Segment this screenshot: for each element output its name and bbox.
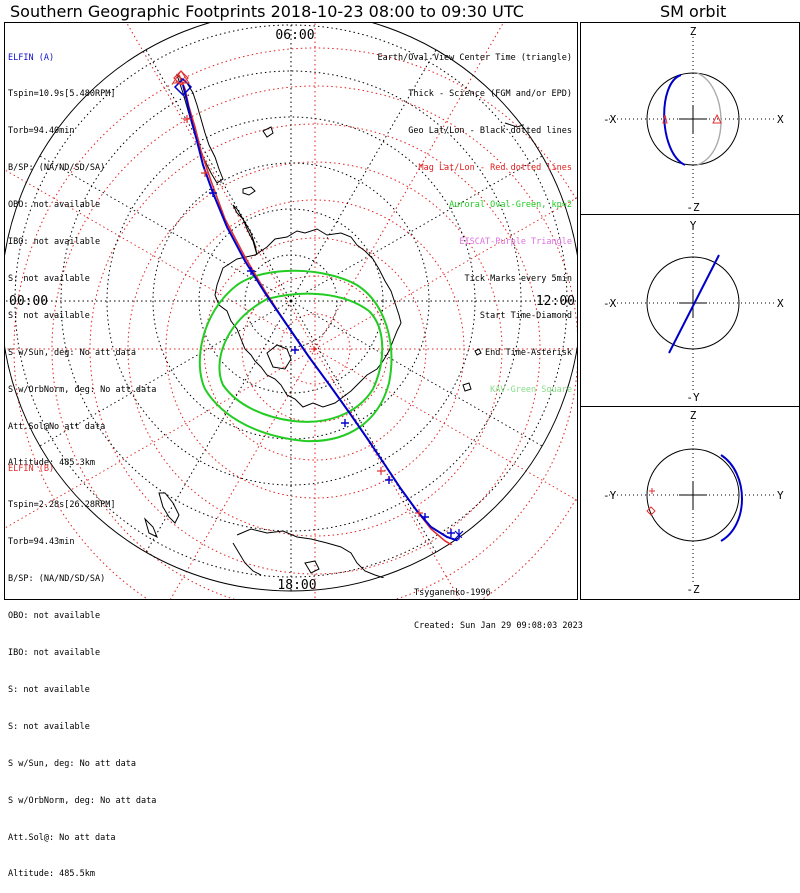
mag-pole-marker (311, 346, 317, 352)
tasmania (304, 560, 320, 574)
orbit-yz-top: Z (690, 409, 697, 422)
page-title: Southern Geographic Footprints 2018-10-2… (10, 2, 524, 21)
orbit-panel-xz: Z -Z -X X (580, 22, 800, 216)
elfin-b-line: Altitude: 485.5km (8, 869, 95, 880)
geo-lon-line (144, 47, 292, 302)
legend-item: Auroral Oval-Green, kp=2 (449, 200, 572, 211)
orbit-panel-xy: Y -Y -X X (580, 214, 800, 408)
elfin-a-line: B/SP: (NA/ND/SD/SA) (8, 163, 106, 174)
elfin-b-line: S: not available (8, 684, 90, 695)
clock-label-bottom: 18:00 (277, 578, 316, 593)
elfin-b-tick-marks (183, 115, 423, 517)
end-time-asterisk (454, 529, 464, 541)
legend-item: EISCAT-Purple Triangle (459, 237, 572, 248)
orbit-xy-left: -X (603, 297, 617, 310)
mag-lat-circle (203, 237, 427, 461)
orbit-xz-top: Z (690, 25, 697, 38)
sm-orbit-title: SM orbit (660, 2, 727, 21)
geo-lon-line (37, 300, 292, 448)
elfin-b-line: B/SP: (NA/ND/SD/SA) (8, 574, 106, 585)
elfin-a-line: OBO: not available (8, 200, 101, 211)
geo-lon-line (144, 300, 292, 555)
elfin-b-line: Tspin=2.28s[26.28RPM] (8, 500, 116, 511)
view-center-triangle (172, 70, 190, 84)
credit: Tsyganenko-1996 Created: Sun Jan 29 09:0… (414, 566, 583, 643)
legend-item: Earth/Oval View Center Time (triangle) (377, 52, 572, 63)
orbit-xy-bottom: -Y (686, 391, 700, 404)
south-america-coastline (175, 73, 224, 184)
elfin-a-info: ELFIN (A) Tspin=10.9s[5.480RPM] Torb=94.… (8, 27, 156, 482)
geo-lon-line (290, 300, 438, 555)
elfin-a-line: S w/OrbNorm, deg: No att data (8, 384, 157, 395)
elfin-a-tick-marks (209, 189, 455, 537)
orbit-xz-left: -X (603, 113, 617, 126)
map-boundary (5, 23, 577, 592)
clock-label-left: 00:00 (9, 294, 48, 309)
legend-item: End Time-Asterisk (485, 347, 572, 358)
geo-lat-circle (198, 208, 384, 394)
clock-label-right: 12:00 (536, 294, 575, 309)
orbit-xz-bottom: -Z (686, 201, 700, 214)
elfin-a-line: S w/Sun, deg: No att data (8, 347, 136, 358)
ice-shelf (266, 344, 292, 370)
south-georgia (262, 126, 274, 138)
elfin-a-line: Torb=94.40min (8, 126, 75, 137)
auroral-oval-inner (218, 292, 384, 423)
orbit-panel-yz: Z -Z -Y Y (580, 406, 800, 600)
elfin-a-line: Tspin=10.9s[5.480RPM] (8, 89, 116, 100)
mag-lat-circle (51, 85, 577, 599)
geo-lon-line (290, 47, 438, 302)
legend-item: Tick Marks every 5min (464, 273, 572, 284)
falkland-islands (242, 186, 256, 196)
elfin-b-line: S w/OrbNorm, deg: No att data (8, 795, 157, 806)
footprint-map-panel: 06:00 00:00 12:00 18:00 (4, 22, 578, 600)
auroral-oval-outer (198, 269, 393, 443)
geo-lon-line (37, 154, 292, 302)
elfin-a-trajectory (182, 84, 460, 542)
orbit-xy-top: Y (690, 219, 697, 232)
elfin-b-line: S: not available (8, 721, 90, 732)
legend-item: Mag Lat/Lon - Red dotted lines (418, 163, 572, 174)
elfin-a-line: Altitude: 485.3km (8, 458, 95, 469)
legend: Earth/Oval View Center Time (triangle) T… (378, 27, 572, 408)
footprint-map: 06:00 00:00 12:00 18:00 (5, 23, 577, 599)
elfin-b-info: ELFIN (B) Tspin=2.28s[26.28RPM] Torb=94.… (8, 438, 156, 893)
elfin-a-line: S: not available (8, 273, 90, 284)
antarctic-peninsula (232, 204, 258, 256)
elfin-b-line: Torb=94.43min (8, 537, 75, 548)
orbit-xz-right: X (777, 113, 784, 126)
orbit-yz-right: Y (777, 489, 784, 502)
antarctica-coastline (214, 228, 402, 408)
legend-item: KAV-Green Square (490, 384, 572, 395)
orbit-yz-bottom: -Z (686, 583, 700, 596)
legend-item: Start Time-Diamond (479, 310, 572, 321)
new-zealand (143, 492, 180, 539)
elfin-a-line: Att.Sol@No att data (8, 421, 106, 432)
elfin-b-start-diamond (173, 70, 189, 86)
model-credit: Tsyganenko-1996 (414, 588, 491, 598)
legend-item: Geo Lat/Lon - Black dotted lines (408, 126, 572, 137)
elfin-a-name: ELFIN (A) (8, 52, 55, 63)
elfin-b-line: S w/Sun, deg: No att data (8, 758, 136, 769)
geo-lon-line (290, 300, 545, 448)
elfin-b-line: OBO: not available (8, 611, 101, 622)
kerguelen-islands (462, 348, 482, 392)
elfin-a-line: IBO: not available (8, 237, 101, 248)
elfin-a-line: S: not available (8, 310, 90, 321)
legend-item: Thick - Science (FGM and/or EPD) (408, 89, 572, 100)
elfin-b-line: Att.Sol@: No att data (8, 832, 116, 843)
elfin-b-line: IBO: not available (8, 648, 101, 659)
clock-label-top: 06:00 (275, 28, 314, 43)
elfin-a-start-diamond (173, 77, 193, 97)
mag-lat-circle (279, 313, 351, 385)
created-date: Created: Sun Jan 29 09:08:03 2023 (414, 621, 583, 631)
orbit-yz-left: -Y (603, 489, 617, 502)
geo-lon-line (290, 154, 545, 302)
geo-lat-circle (106, 116, 476, 486)
elfin-b-name: ELFIN (B) (8, 463, 55, 474)
mag-lat-circle (127, 161, 503, 537)
mag-lat-circle (13, 47, 577, 599)
orbit-xy-right: X (777, 297, 784, 310)
